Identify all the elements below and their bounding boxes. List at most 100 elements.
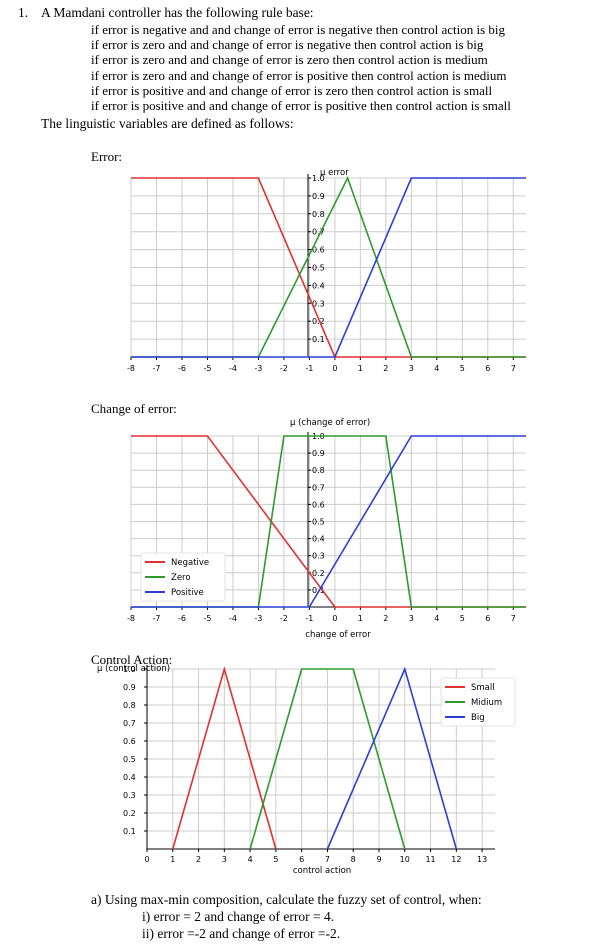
- y-tick-label: 0.8: [123, 701, 136, 710]
- series-line-big: [326, 666, 458, 850]
- y-tick-label: 0.6: [312, 246, 325, 255]
- x-tick-label: 6: [485, 364, 490, 373]
- y-tick-label: 0.3: [123, 791, 136, 800]
- y-axis-label: μ (change of error): [290, 418, 370, 428]
- question-number: 1.: [18, 5, 29, 20]
- x-tick-label: -8: [127, 614, 135, 623]
- x-tick-label: 2: [196, 855, 201, 864]
- y-tick-label: 0.7: [123, 719, 136, 728]
- x-tick-label: -2: [280, 364, 288, 373]
- y-tick-label: 0.9: [312, 192, 325, 201]
- x-tick-label: -3: [254, 614, 262, 623]
- y-axis-label: μ (control action): [97, 664, 170, 674]
- x-tick-label: 0: [144, 855, 149, 864]
- x-tick-label: -7: [152, 614, 160, 623]
- x-tick-label: -6: [178, 364, 186, 373]
- x-tick-label: -7: [152, 364, 160, 373]
- x-tick-label: 2: [383, 364, 388, 373]
- y-tick-label: 0.5: [312, 264, 325, 273]
- rule-item: if error is positive and and change of e…: [91, 98, 511, 114]
- y-tick-label: 1.0: [312, 174, 325, 183]
- x-tick-label: -5: [203, 364, 211, 373]
- x-tick-label: 5: [273, 855, 278, 864]
- part-ii-text: ii) error =-2 and change of error =-2.: [142, 926, 341, 941]
- y-tick-label: 0.2: [312, 569, 325, 578]
- change-section-label: Change of error:: [91, 401, 177, 416]
- chart-0: -8 -7 -6 -5 -4 -3 -2 -1 0 1 2 3 4 5 6 7 0.1 0.2 0.3 0.4 0.5 0…: [127, 168, 526, 373]
- y-tick-label: 0.9: [123, 683, 136, 692]
- x-tick-label: -8: [127, 364, 135, 373]
- x-tick-label: 0: [332, 364, 337, 373]
- part-a-text: a) Using max-min composition, calculate …: [91, 892, 482, 907]
- linguistic-variables-heading: The linguistic variables are defined as …: [41, 116, 294, 131]
- x-tick-label: 7: [511, 364, 516, 373]
- chart-2: 0 1 2 3 4 5 6 7 8 9 10 11 12 130.10.20.30.40.50.60.70…: [97, 664, 516, 876]
- x-tick-label: 0: [332, 614, 337, 623]
- rule-item: if error is zero and and change of error…: [91, 67, 507, 83]
- x-tick-label: 8: [351, 855, 356, 864]
- y-tick-label: 0.2: [123, 809, 136, 818]
- x-tick-label: 1: [358, 614, 363, 623]
- x-axis-label: change of error: [305, 630, 371, 640]
- x-tick-label: 12: [451, 855, 461, 864]
- legend-label: Negative: [171, 558, 209, 568]
- y-tick-label: 0.3: [312, 299, 325, 308]
- x-tick-label: 2: [383, 614, 388, 623]
- x-tick-label: 6: [485, 614, 490, 623]
- rule-item: if error is positive and and change of e…: [91, 82, 493, 98]
- y-tick-label: 0.6: [312, 500, 325, 509]
- x-tick-label: -3: [254, 364, 262, 373]
- x-tick-label: 3: [409, 364, 414, 373]
- legend-label: Positive: [171, 588, 204, 598]
- y-tick-label: 0.1: [312, 335, 325, 344]
- x-tick-label: 4: [248, 855, 253, 864]
- y-tick-label: 0.8: [312, 210, 325, 219]
- rule-base-list: if error is negative and and change of e…: [91, 22, 511, 113]
- y-tick-label: 0.4: [123, 773, 136, 782]
- control-section-label: Control Action:: [91, 652, 173, 667]
- series-line-positive: [131, 435, 526, 608]
- x-tick-label: 7: [511, 614, 516, 623]
- x-tick-label: 4: [434, 614, 439, 623]
- y-tick-label: 0.7: [312, 228, 325, 237]
- y-tick-label: 0.7: [312, 483, 325, 492]
- y-tick-label: 0.4: [312, 281, 325, 290]
- x-tick-label: -4: [229, 364, 237, 373]
- legend-label: Zero: [171, 573, 191, 583]
- x-tick-label: 6: [299, 855, 304, 864]
- rule-item: if error is negative and and change of e…: [91, 22, 506, 37]
- y-tick-label: 0.9: [312, 449, 325, 458]
- x-tick-label: -5: [203, 614, 211, 623]
- series-line-small: [172, 666, 277, 850]
- y-tick-label: 0.8: [312, 466, 325, 475]
- rule-item: if error is zero and and change of error…: [91, 52, 488, 68]
- error-section-label: Error:: [91, 149, 123, 164]
- x-tick-label: 3: [409, 614, 414, 623]
- y-tick-label: 0.3: [312, 552, 325, 561]
- x-tick-label: 10: [400, 855, 410, 864]
- x-tick-label: 1: [170, 855, 175, 864]
- y-tick-label: 0.5: [312, 518, 325, 527]
- y-tick-label: 0.1: [123, 827, 136, 836]
- x-tick-label: 5: [460, 364, 465, 373]
- legend-label: Midium: [471, 698, 502, 708]
- x-tick-label: 7: [325, 855, 330, 864]
- x-tick-label: -1: [305, 364, 313, 373]
- rule-item: if error is zero and and change of error…: [91, 37, 484, 53]
- x-tick-label: -1: [305, 614, 313, 623]
- x-tick-label: 13: [477, 855, 487, 864]
- x-tick-label: 1: [358, 364, 363, 373]
- x-tick-label: -2: [280, 614, 288, 623]
- y-tick-label: 1.0: [123, 665, 136, 674]
- x-tick-label: 11: [425, 855, 435, 864]
- x-tick-label: -4: [229, 614, 237, 623]
- x-tick-label: 4: [434, 364, 439, 373]
- y-tick-label: 0.2: [312, 317, 325, 326]
- part-i-text: i) error = 2 and change of error = 4.: [142, 909, 335, 924]
- series-line-midium: [249, 668, 406, 850]
- legend-label: Small: [471, 683, 495, 693]
- chart-1: -8 -7 -6 -5 -4 -3 -2 -1 0 1 2 3 4 5 6 70.10.20.30.40.50…: [127, 418, 526, 640]
- x-tick-label: 9: [376, 855, 381, 864]
- y-tick-label: 0.5: [123, 755, 136, 764]
